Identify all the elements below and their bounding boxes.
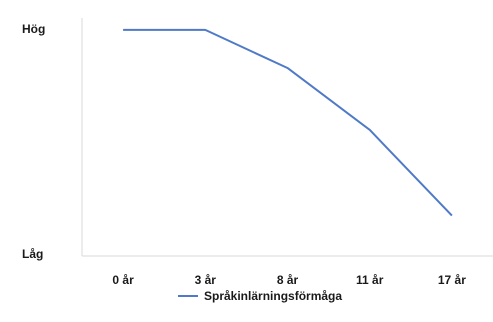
x-tick-label: 8 år (277, 273, 299, 287)
x-tick-label: 11 år (356, 273, 384, 287)
y-axis-label-high: Hög (22, 22, 45, 36)
x-tick-label: 17 år (438, 273, 466, 287)
x-tick-label: 0 år (112, 273, 134, 287)
x-axis-ticks: 0 år 3 år 8 år 11 år 17 år (112, 273, 466, 287)
series-line (123, 28, 453, 217)
legend: Språkinlärningsförmåga (178, 289, 342, 303)
x-tick-label: 3 år (195, 273, 217, 287)
y-axis-label-low: Låg (22, 247, 43, 261)
plot-area (123, 28, 453, 217)
legend-entry-language-learning-ability: Språkinlärningsförmåga (204, 289, 342, 303)
